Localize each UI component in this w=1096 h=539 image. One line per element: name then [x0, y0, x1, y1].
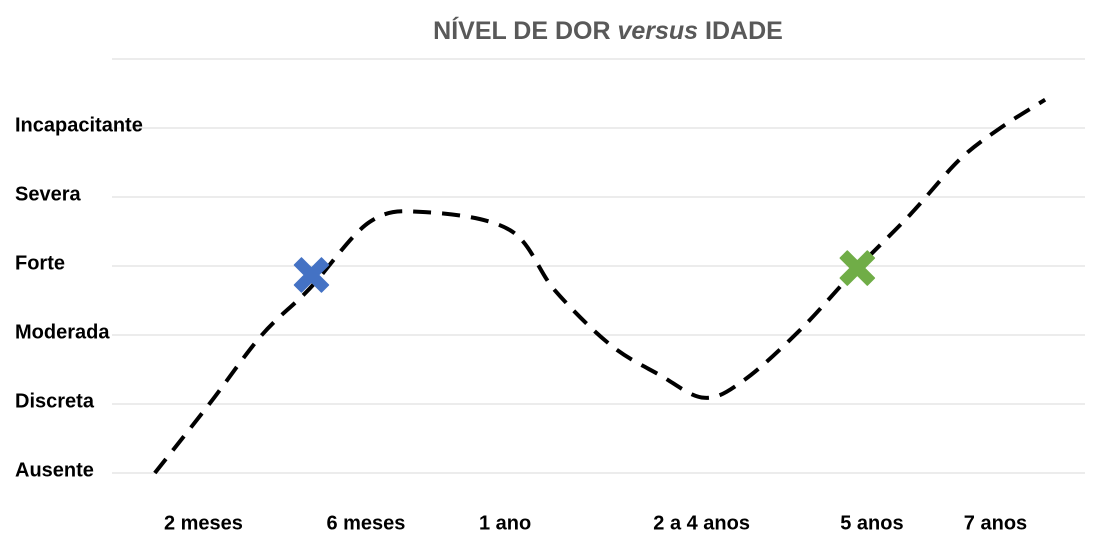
chart-title: NÍVEL DE DOR versus IDADE: [433, 16, 783, 45]
cross-marker: [293, 257, 330, 293]
y-tick-label: Discreta: [15, 390, 95, 412]
title-part: versus: [617, 17, 698, 45]
y-tick-label: Incapacitante: [15, 114, 143, 136]
line: [153, 98, 1047, 475]
x-tick-label: 2 meses: [164, 512, 243, 534]
y-tick-label: Forte: [15, 252, 65, 274]
y-tick-label: Moderada: [15, 321, 110, 343]
x-tick-label: 7 anos: [964, 512, 1027, 534]
y-tick-label: Severa: [15, 183, 81, 205]
x-tick-label: 1 ano: [479, 512, 531, 534]
title-part: NÍVEL DE DOR: [433, 16, 610, 45]
x-tick-label: 5 anos: [840, 512, 903, 534]
x-tick-label: 6 meses: [326, 512, 405, 534]
x-tick-label: 2 a 4 anos: [653, 512, 750, 534]
cross-marker: [839, 250, 876, 286]
title-part: IDADE: [705, 17, 783, 45]
y-tick-label: Ausente: [15, 459, 94, 481]
